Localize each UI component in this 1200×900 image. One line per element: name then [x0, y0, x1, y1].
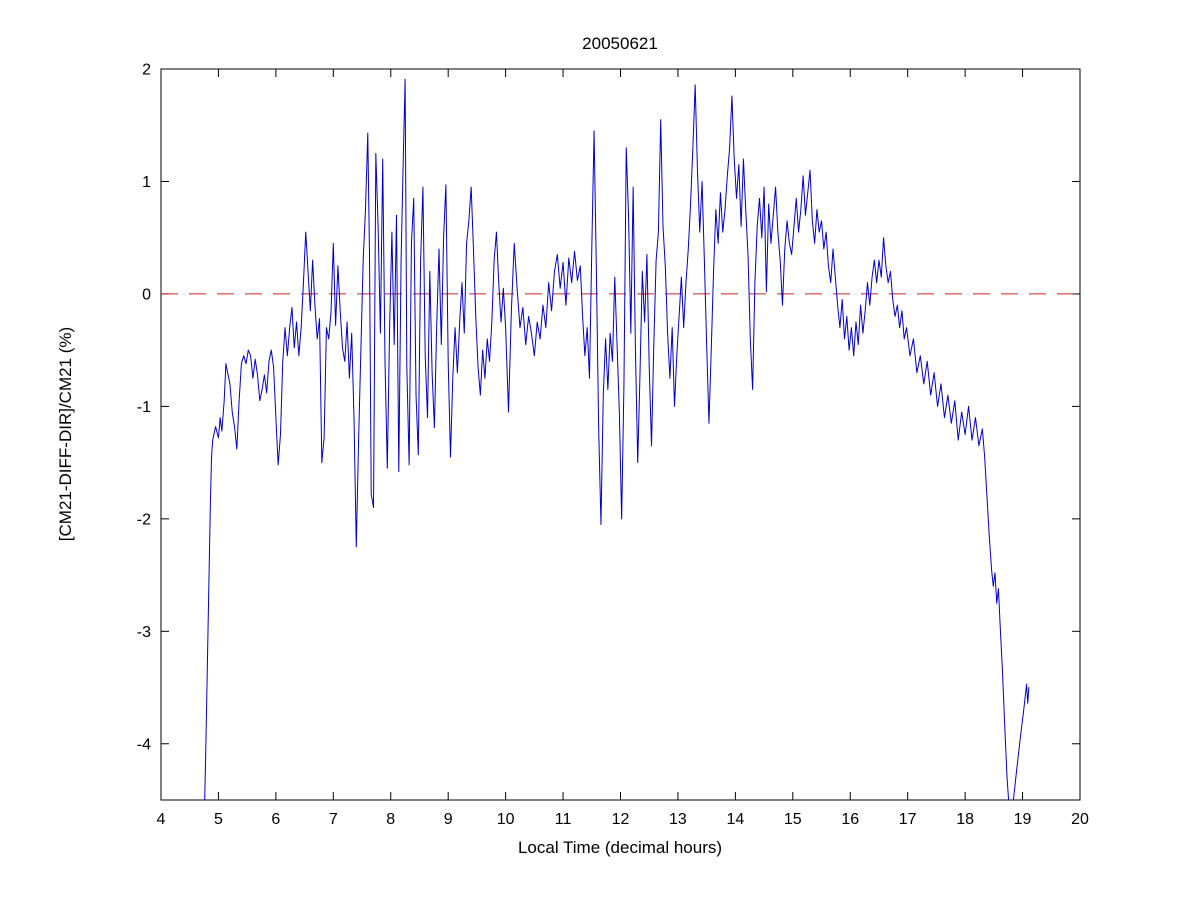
x-tick-label: 5: [214, 811, 223, 828]
x-tick-label: 9: [444, 811, 453, 828]
x-tick-label: 14: [726, 811, 744, 828]
x-tick-label: 12: [612, 811, 630, 828]
x-tick-label: 11: [555, 811, 572, 828]
y-tick-label: -2: [137, 511, 151, 528]
plot-area: [160, 68, 1081, 801]
x-tick-label: 17: [899, 811, 917, 828]
data-series-group: [204, 78, 1030, 800]
x-tick-label: 13: [669, 811, 687, 828]
x-tick-label: 7: [329, 811, 338, 828]
y-tick-label: 0: [142, 286, 151, 303]
y-tick-label: -3: [137, 624, 151, 641]
x-tick-label: 4: [157, 811, 166, 828]
y-axis-label: [CM21-DIFF-DIR]/CM21 (%): [56, 327, 75, 541]
x-tick-label: 15: [784, 811, 802, 828]
x-tick-label: 8: [386, 811, 395, 828]
x-tick-label: 18: [956, 811, 974, 828]
x-tick-label: 16: [841, 811, 859, 828]
chart-title: 20050621: [582, 34, 658, 53]
y-tick-label: -4: [137, 736, 151, 753]
y-tick-label: 1: [142, 174, 151, 191]
x-tick-label: 10: [497, 811, 515, 828]
x-tick-label: 19: [1014, 811, 1032, 828]
x-tick-label: 20: [1071, 811, 1089, 828]
y-tick-label: 2: [142, 62, 151, 79]
data-line: [204, 78, 1030, 800]
y-tick-label: -1: [137, 399, 151, 416]
x-axis-label: Local Time (decimal hours): [518, 838, 722, 857]
x-tick-label: 6: [271, 811, 280, 828]
